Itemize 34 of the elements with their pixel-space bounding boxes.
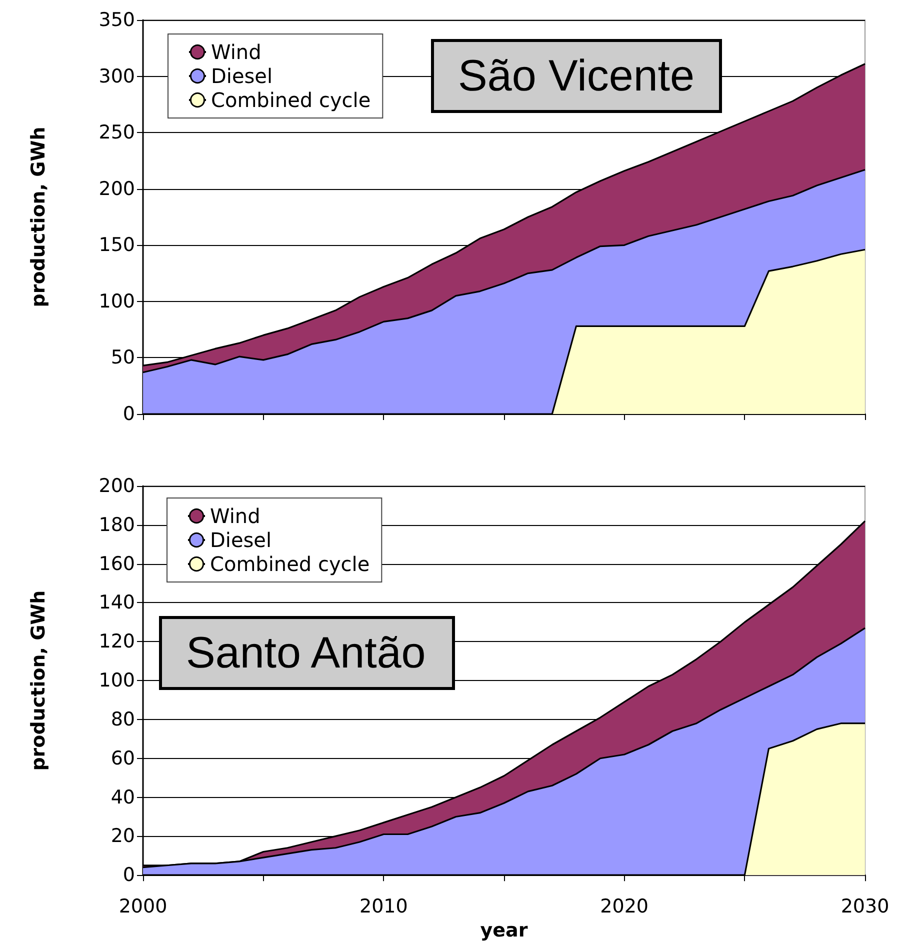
y-tick-label: 100 [98,670,135,692]
y-tick-label: 0 [122,864,135,886]
y-tick-label: 100 [98,290,135,312]
y-tick-label: 200 [98,475,135,497]
legend-label: Wind [210,504,260,528]
y-axis-title: production, GWh [28,126,50,308]
legend-label: Combined cycle [210,552,370,576]
x-tick-label: 2010 [359,896,408,918]
y-axis-title: production, GWh [28,590,50,771]
y-tick-label: 20 [110,825,135,848]
y-tick-label: 50 [110,346,135,369]
y-tick-label: 160 [98,552,135,575]
y-tick-label: 300 [98,65,135,88]
y-tick-label: 60 [110,747,135,770]
y-tick-label: 140 [98,592,135,614]
y-tick-label: 180 [98,514,135,536]
y-tick-label: 350 [98,9,135,31]
x-tick-label: 2020 [600,896,649,918]
x-tick-label: 2000 [118,896,168,918]
x-axis-title: year [480,920,528,942]
y-tick-label: 40 [110,786,135,808]
y-tick-label: 250 [98,122,135,144]
legend-label: Wind [211,40,262,64]
legend-label: Diesel [211,64,273,88]
y-tick-label: 150 [98,234,135,256]
y-tick-label: 0 [122,403,135,425]
y-tick-label: 120 [98,630,135,653]
y-tick-label: 80 [110,708,135,730]
x-tick-label: 2030 [840,896,890,918]
text: Santo Antão [186,628,426,678]
legend-label: Combined cycle [211,88,371,112]
y-tick-label: 200 [98,178,135,200]
legend-label: Diesel [210,528,272,552]
text: São Vicente [458,52,694,100]
